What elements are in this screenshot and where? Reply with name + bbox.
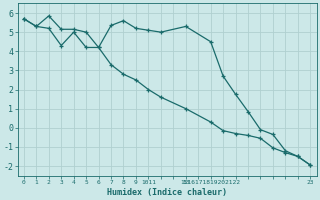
X-axis label: Humidex (Indice chaleur): Humidex (Indice chaleur): [107, 188, 227, 197]
